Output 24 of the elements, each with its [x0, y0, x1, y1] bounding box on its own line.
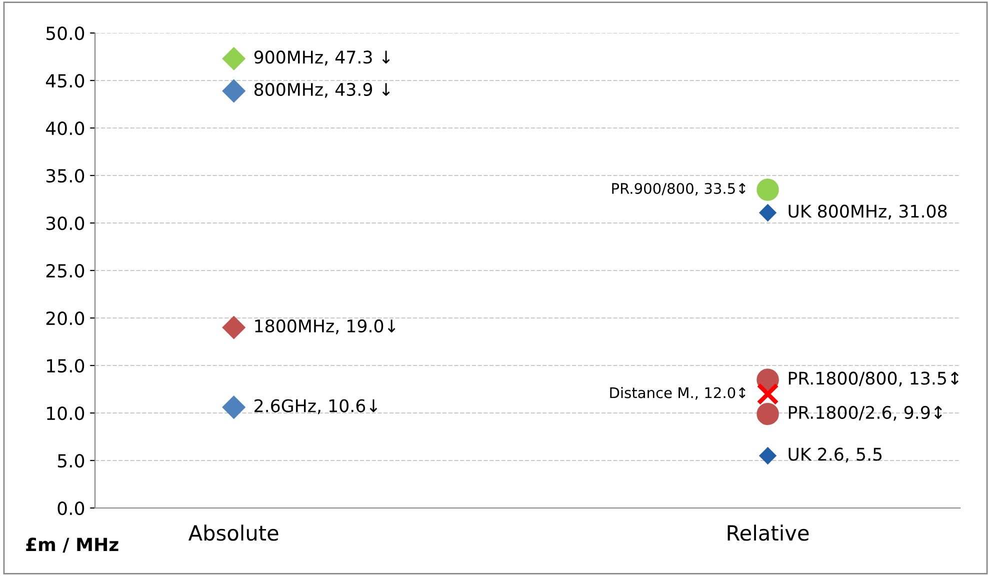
y-tick-label: 30.0	[46, 216, 84, 230]
y-tick-label: 5.0	[58, 454, 84, 468]
y-tick-label: 10.0	[47, 406, 84, 420]
annotation: 2.6GHz, 10.6↓	[254, 399, 378, 414]
annotation: 1800MHz, 19.0↓	[255, 319, 396, 334]
annotation: 900MHz, 47.3 ↓	[254, 50, 390, 66]
y-tick-label: 45.0	[46, 74, 84, 88]
y-tick-label: 15.0	[47, 358, 84, 373]
annotation: PR.900/800, 33.5↕	[612, 182, 746, 196]
y-tick-label: 40.0	[46, 121, 84, 136]
y-tick-label: 25.0	[46, 264, 84, 278]
y-axis-title: £m / MHz	[26, 538, 118, 553]
y-tick-label: 20.0	[46, 311, 84, 326]
x-tick-label: Relative	[728, 524, 809, 541]
annotation: UK 2.6, 5.5	[788, 448, 882, 463]
annotation: 800MHz, 43.9 ↓	[254, 82, 390, 98]
y-tick-label: 50.0	[46, 26, 84, 40]
x-tick-label: Absolute	[188, 524, 278, 541]
annotation: Distance M., 12.0↕	[610, 386, 746, 400]
annotation: PR.1800/800, 13.5↕	[788, 372, 958, 387]
y-tick-label: 35.0	[46, 168, 84, 183]
annotation: UK 800MHz, 31.08	[788, 204, 947, 220]
y-tick-label: 0.0	[58, 501, 84, 516]
annotation: PR.1800/2.6, 9.9↕	[788, 406, 942, 421]
